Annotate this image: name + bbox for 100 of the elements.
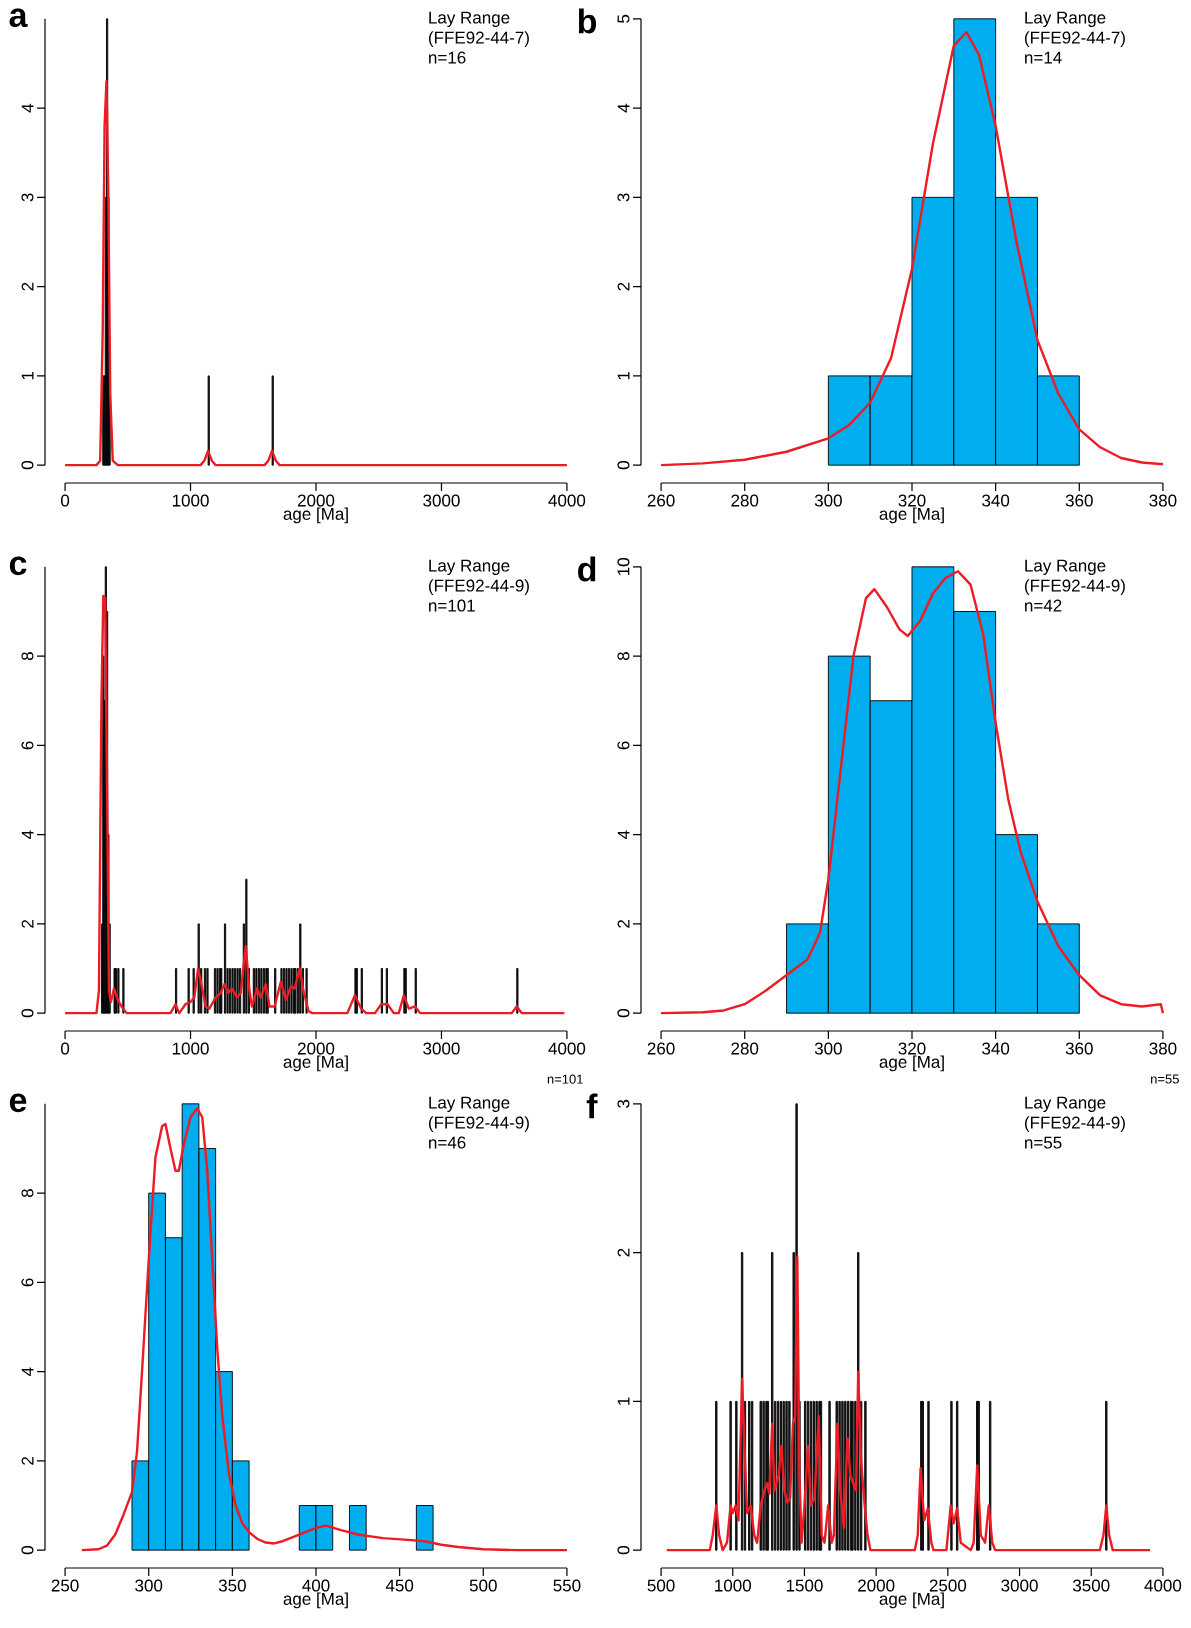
y-tick-label: 0 — [21, 1009, 34, 1018]
x-tick-label: 350 — [218, 1579, 246, 1592]
y-tick-label: 8 — [617, 652, 630, 661]
x-tick-label: 500 — [469, 1579, 497, 1592]
x-tick-label: 400 — [302, 1579, 330, 1592]
annotation: Lay Range — [429, 559, 510, 575]
text: n=55 — [1151, 1074, 1179, 1084]
annotation: (FFE92-44-9) — [428, 579, 529, 595]
y-tick-label: 3 — [617, 1099, 630, 1108]
y-tick-label: 0 — [617, 1546, 630, 1555]
y-tick-label: 0 — [617, 1009, 630, 1018]
annotation: (FFE92-44-9) — [428, 1116, 529, 1132]
x-tick-label: 2500 — [929, 1579, 967, 1592]
annotation: (FFE92-44-9) — [1024, 1116, 1125, 1132]
y-tick-label: 3 — [617, 193, 630, 202]
chart-title: a — [9, 8, 28, 28]
x-tick-label: 380 — [1149, 494, 1177, 507]
annotation: Lay Range — [429, 11, 510, 27]
x-tick-label: 300 — [814, 1042, 842, 1055]
x-tick-label: 0 — [61, 1042, 70, 1055]
chart-title: c — [9, 556, 27, 576]
y-tick-label: 3 — [21, 193, 34, 202]
x-tick-label: 1000 — [172, 1042, 209, 1055]
x-tick-label: 3500 — [1072, 1579, 1110, 1592]
x-tick-label: 280 — [731, 494, 759, 507]
y-tick-label: 4 — [617, 103, 630, 113]
y-tick-label: 8 — [21, 1189, 34, 1198]
y-tick-label: 4 — [617, 830, 630, 839]
x-tick-label: 360 — [1065, 1042, 1093, 1055]
y-tick-label: 2 — [617, 1248, 630, 1257]
x-tick-label: 380 — [1149, 1042, 1177, 1055]
x-axis-title: age [Ma] — [283, 1592, 348, 1609]
x-tick-label: 0 — [61, 494, 70, 507]
y-tick-label: 4 — [21, 830, 34, 839]
annotation: n=55 — [1025, 1136, 1062, 1149]
chart-title: d — [578, 556, 596, 582]
annotation: (FFE92-44-7) — [1024, 31, 1125, 47]
x-tick-label: 300 — [135, 1579, 163, 1592]
annotation: n=16 — [429, 51, 466, 64]
x-tick-label: 2000 — [297, 494, 335, 507]
x-axis-title: age [Ma] — [879, 1592, 944, 1609]
y-tick-label: 0 — [21, 461, 34, 470]
y-tick-label: 2 — [21, 282, 34, 291]
annotation: n=101 — [429, 599, 475, 612]
y-tick-label: 1 — [617, 1397, 630, 1405]
annotation: Lay Range — [429, 1096, 510, 1112]
x-tick-label: 280 — [731, 1042, 759, 1055]
y-tick-label: 6 — [617, 741, 630, 750]
text: n=101 — [547, 1074, 583, 1084]
y-tick-label: 4 — [21, 103, 34, 113]
x-tick-label: 320 — [898, 1042, 926, 1055]
y-tick-label: 2 — [617, 920, 630, 928]
annotation: n=46 — [429, 1136, 466, 1149]
y-tick-label: 10 — [617, 558, 630, 575]
y-tick-label: 6 — [21, 741, 34, 750]
x-tick-label: 3000 — [1001, 1579, 1038, 1592]
x-axis-title: age [Ma] — [879, 1055, 944, 1072]
y-tick-label: 1 — [617, 371, 630, 380]
x-tick-label: 550 — [553, 1579, 581, 1592]
x-tick-label: 340 — [982, 1042, 1010, 1055]
chart-title: e — [9, 1093, 27, 1113]
x-tick-label: 360 — [1065, 494, 1093, 507]
annotation: n=42 — [1025, 599, 1062, 612]
x-tick-label: 2000 — [858, 1579, 895, 1592]
y-tick-label: 8 — [21, 652, 34, 661]
annotation: n=14 — [1025, 51, 1062, 64]
x-tick-label: 4000 — [548, 494, 586, 507]
x-axis-title: age [Ma] — [283, 1055, 348, 1072]
annotation: Lay Range — [1025, 559, 1106, 575]
y-tick-label: 4 — [21, 1367, 34, 1376]
x-tick-label: 3000 — [423, 494, 460, 507]
chart-title: f — [586, 1093, 598, 1119]
x-tick-label: 2000 — [297, 1042, 335, 1055]
annotation: (FFE92-44-9) — [1024, 579, 1125, 595]
y-tick-label: 2 — [617, 282, 630, 291]
y-tick-label: 6 — [21, 1278, 34, 1287]
x-tick-label: 3000 — [423, 1042, 460, 1055]
x-tick-label: 1500 — [786, 1579, 823, 1592]
x-tick-label: 300 — [814, 494, 842, 507]
x-tick-label: 320 — [898, 494, 926, 507]
annotation: Lay Range — [1025, 1096, 1106, 1112]
x-tick-label: 450 — [385, 1579, 414, 1592]
y-tick-label: 5 — [617, 14, 630, 23]
y-tick-label: 2 — [21, 1457, 34, 1465]
x-tick-label: 4000 — [548, 1042, 586, 1055]
y-tick-label: 0 — [21, 1546, 34, 1555]
x-tick-label: 1000 — [715, 1579, 752, 1592]
x-tick-label: 260 — [647, 1042, 675, 1055]
chart-title: b — [578, 8, 597, 34]
x-tick-label: 340 — [982, 494, 1010, 507]
y-tick-label: 0 — [617, 461, 630, 470]
annotation: Lay Range — [1025, 11, 1106, 27]
x-tick-label: 4000 — [1144, 1579, 1182, 1592]
y-tick-label: 2 — [21, 920, 34, 928]
x-tick-label: 500 — [647, 1579, 675, 1592]
x-tick-label: 250 — [51, 1579, 79, 1592]
x-axis-title: age [Ma] — [283, 507, 348, 524]
annotation: (FFE92-44-7) — [428, 31, 529, 47]
y-tick-label: 1 — [21, 371, 34, 380]
x-tick-label: 1000 — [172, 494, 209, 507]
